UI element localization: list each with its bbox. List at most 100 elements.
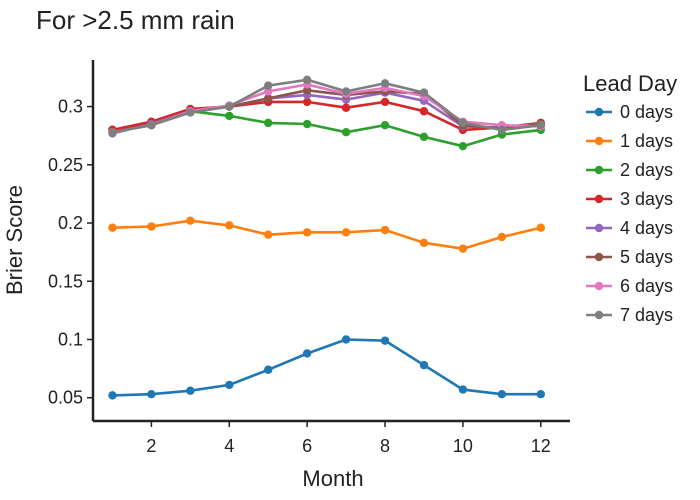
data-point: [419, 238, 429, 248]
legend-title: Lead Day: [583, 71, 677, 96]
data-point: [147, 121, 156, 130]
data-point: [497, 390, 507, 399]
data-point: [147, 390, 156, 399]
legend-label: 5 days: [620, 247, 673, 267]
y-tick-label: 0.2: [58, 213, 83, 233]
data-point: [264, 230, 273, 239]
series-line: [112, 78, 541, 134]
data-point: [108, 128, 117, 137]
x-tick-label: 2: [146, 436, 156, 456]
data-point: [225, 380, 234, 390]
data-point: [380, 336, 390, 345]
legend-entry: 7 days: [586, 305, 673, 325]
data-point: [264, 87, 273, 96]
series-0-days: [108, 335, 545, 400]
data-point: [302, 97, 312, 107]
data-point: [341, 128, 351, 137]
series-7-days: [108, 75, 545, 137]
x-axis-ticks: 2 4 6 8 10 12: [146, 421, 551, 456]
legend-entry: 3 days: [586, 189, 673, 209]
legend-label: 2 days: [620, 160, 673, 180]
data-point: [225, 221, 234, 230]
y-axis-ticks: 0.05 0.1 0.15 0.2 0.25 0.3: [48, 97, 93, 408]
series-layer: [108, 75, 545, 400]
data-point: [536, 121, 545, 130]
data-point: [419, 360, 429, 370]
data-point: [380, 225, 390, 235]
legend-entry: 5 days: [586, 247, 673, 267]
data-point: [341, 87, 351, 96]
data-point: [536, 223, 545, 232]
data-point: [458, 141, 468, 151]
legend-swatch-marker: [594, 281, 604, 291]
legend-label: 1 days: [620, 131, 673, 151]
y-tick-label: 0.05: [48, 388, 83, 408]
legend-swatch-marker: [594, 252, 604, 262]
y-tick-label: 0.25: [48, 155, 83, 175]
data-point: [302, 228, 312, 237]
legend-swatch-marker: [594, 310, 604, 320]
legend-label: 7 days: [620, 305, 673, 325]
data-point: [536, 390, 545, 399]
legend-entry: 0 days: [586, 102, 673, 122]
data-point: [497, 125, 507, 135]
legend-items: 0 days 1 days 2 days 3 days 4 days 5 days 6 da…: [586, 102, 673, 325]
legend-swatch-marker: [594, 165, 604, 175]
data-point: [108, 391, 117, 400]
y-tick-label: 0.15: [48, 271, 83, 291]
data-point: [264, 94, 273, 103]
data-point: [458, 244, 468, 253]
legend-label: 6 days: [620, 276, 673, 296]
data-point: [302, 119, 312, 129]
data-point: [419, 132, 429, 142]
x-tick-label: 6: [302, 436, 312, 456]
data-point: [380, 121, 390, 130]
data-point: [302, 86, 312, 95]
data-point: [341, 103, 351, 112]
data-point: [186, 108, 195, 117]
data-point: [225, 102, 234, 111]
data-point: [341, 335, 351, 344]
x-tick-label: 4: [224, 436, 234, 456]
data-point: [458, 385, 468, 394]
y-tick-label: 0.1: [58, 329, 83, 349]
data-point: [497, 232, 507, 242]
series-1-days: [108, 216, 545, 253]
data-point: [264, 81, 273, 90]
data-point: [225, 111, 234, 121]
legend-label: 0 days: [620, 102, 673, 122]
legend-swatch-marker: [594, 223, 604, 233]
data-point: [419, 107, 429, 116]
data-point: [264, 365, 273, 374]
x-tick-label: 10: [453, 436, 473, 456]
legend-entry: 2 days: [586, 160, 673, 180]
series-line: [112, 338, 541, 397]
legend-label: 3 days: [620, 189, 673, 209]
legend-entry: 6 days: [586, 276, 673, 296]
legend-swatch-marker: [594, 107, 604, 117]
data-point: [264, 118, 273, 128]
data-point: [380, 97, 390, 107]
legend-entry: 4 days: [586, 218, 673, 238]
data-point: [302, 75, 312, 84]
chart-title: For >2.5 mm rain: [36, 5, 235, 35]
data-point: [341, 228, 351, 237]
legend-label: 4 days: [620, 218, 673, 238]
x-tick-label: 12: [531, 436, 551, 456]
legend-swatch-marker: [594, 194, 604, 204]
data-point: [419, 88, 429, 97]
data-point: [302, 349, 312, 358]
series-line: [112, 100, 541, 132]
legend: Lead Day 0 days 1 days 2 days 3 days 4 days 5…: [583, 71, 677, 325]
y-tick-label: 0.3: [58, 97, 83, 117]
x-axis-title: Month: [302, 466, 363, 491]
data-point: [147, 222, 156, 231]
series-line: [112, 219, 542, 250]
data-point: [458, 118, 468, 128]
data-point: [186, 216, 195, 225]
legend-swatch-marker: [594, 136, 604, 146]
data-point: [186, 386, 195, 395]
x-tick-label: 8: [380, 436, 390, 456]
data-point: [108, 223, 117, 232]
